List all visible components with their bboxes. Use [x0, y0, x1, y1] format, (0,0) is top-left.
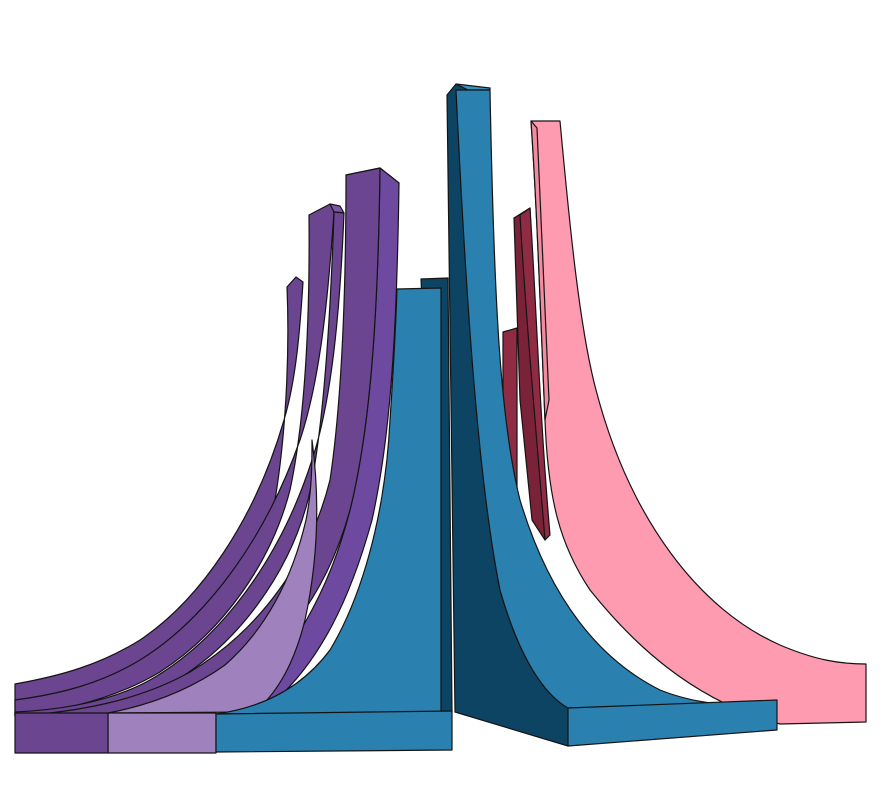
crimson-fin-front-face [519, 207, 551, 541]
purple-fin-2-face [14, 203, 335, 717]
blue-right-ribbon-base [567, 699, 778, 747]
lavender-ribbon-face [107, 439, 318, 714]
pink-ribbon-edge [530, 120, 550, 421]
crimson-fin-front [513, 207, 551, 541]
blue-left-ribbon-base [215, 710, 453, 753]
pink-ribbon [530, 120, 867, 725]
blue-center-tower-face [455, 89, 741, 709]
lavender-ribbon-base [107, 712, 217, 754]
blue-right-ribbon [567, 699, 778, 747]
blue-left-ribbon [215, 277, 453, 753]
lavender-ribbon [14, 439, 318, 754]
blue-center-tower [446, 83, 741, 747]
purple-base-block [14, 712, 109, 754]
purple-fin-2 [14, 203, 335, 717]
blue-left-ribbon-face [215, 287, 442, 715]
